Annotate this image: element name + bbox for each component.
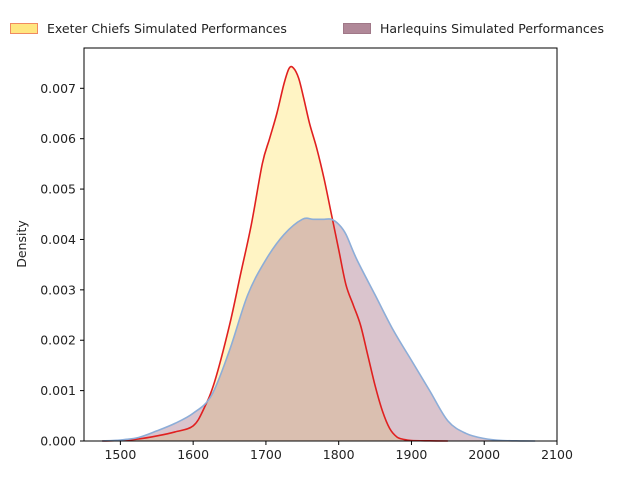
y-tick-label: 0.000 xyxy=(40,434,76,449)
legend-label-exeter: Exeter Chiefs Simulated Performances xyxy=(47,20,287,36)
y-tick-label: 0.001 xyxy=(40,383,76,398)
y-axis-label: Density xyxy=(14,220,29,268)
legend-swatch-exeter xyxy=(10,22,38,34)
harlequins-density-line xyxy=(102,217,536,442)
exeter-density-line xyxy=(102,65,448,442)
x-tick-label: 1800 xyxy=(323,447,355,462)
plot-area xyxy=(83,47,558,442)
x-tick-label: 2000 xyxy=(468,447,500,462)
x-tick-label: 1700 xyxy=(250,447,282,462)
plot-frame xyxy=(83,47,558,442)
x-tick-label: 2100 xyxy=(541,447,573,462)
legend-label-harlequins: Harlequins Simulated Performances xyxy=(380,20,604,36)
x-tick-label: 1500 xyxy=(104,447,136,462)
legend: Exeter Chiefs Simulated Performances Har… xyxy=(0,18,640,38)
x-tick-label: 1900 xyxy=(396,447,428,462)
y-tick-label: 0.003 xyxy=(40,282,76,297)
y-tick-label: 0.006 xyxy=(40,131,76,146)
x-axis: 1500 1600 1700 1800 1900 2000 2100 xyxy=(104,441,573,462)
x-tick-label: 1600 xyxy=(177,447,209,462)
y-axis: 0.000 0.001 0.002 0.003 0.004 0.005 0.006 0.007 xyxy=(40,81,84,449)
legend-swatch-harlequins xyxy=(343,22,371,34)
y-tick-label: 0.004 xyxy=(40,232,76,247)
harlequins-density-area xyxy=(102,218,536,441)
y-tick-label: 0.007 xyxy=(40,81,76,96)
y-tick-label: 0.002 xyxy=(40,333,76,348)
legend-item-harlequins: Harlequins Simulated Performances xyxy=(343,18,604,38)
legend-item-exeter: Exeter Chiefs Simulated Performances xyxy=(10,18,287,38)
y-tick-label: 0.005 xyxy=(40,182,76,197)
